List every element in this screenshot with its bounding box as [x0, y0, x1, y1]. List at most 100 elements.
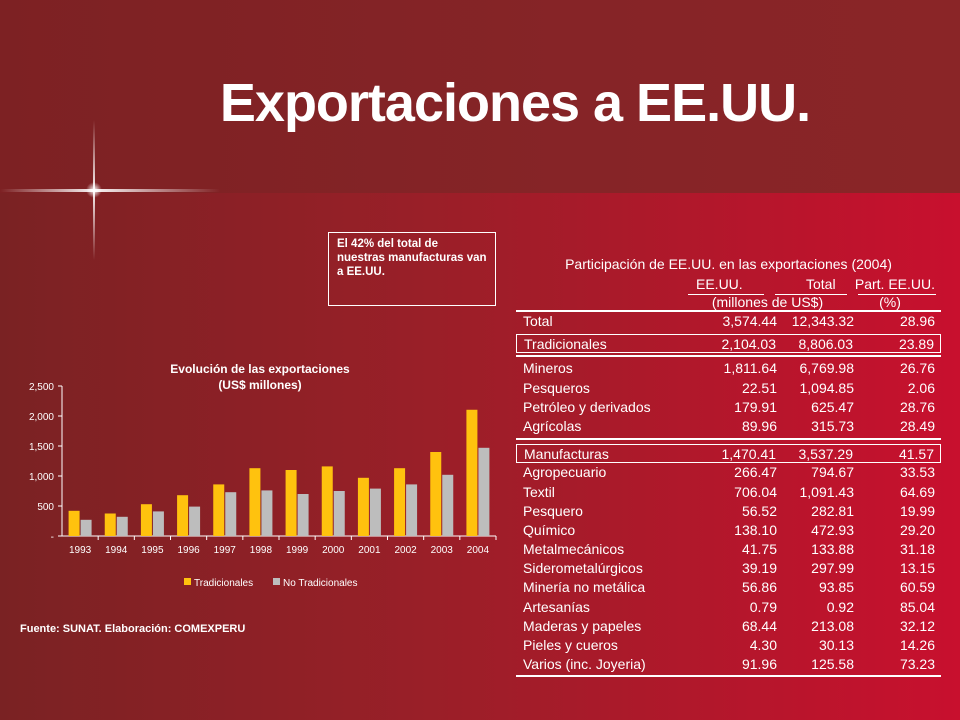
- x-tick-label: 2001: [358, 545, 381, 556]
- x-tick-label: 2003: [431, 545, 454, 556]
- row-label: Varios (inc. Joyeria): [523, 656, 646, 673]
- table-row: Tradicionales 2,104.03 8,806.03 23.89: [516, 334, 941, 354]
- row-value: 41.75: [741, 541, 777, 558]
- row-value: 8,806.03: [798, 336, 854, 353]
- x-tick-label: 2004: [467, 545, 490, 556]
- row-value: 68.44: [741, 617, 777, 634]
- table-bottom-rule: [516, 675, 941, 678]
- bar-tradicionales: [394, 468, 406, 536]
- subheader-pct: (%): [879, 294, 901, 310]
- bar-no-tradicionales: [406, 484, 418, 536]
- row-value: 93.85: [818, 579, 854, 596]
- row-label: Pesqueros: [523, 379, 590, 396]
- bar-no-tradicionales: [369, 488, 381, 536]
- row-value: 31.18: [899, 541, 935, 558]
- x-tick-label: 2002: [394, 545, 417, 556]
- row-value: 794.67: [811, 464, 854, 481]
- x-tick-label: 1996: [177, 545, 200, 556]
- bar-tradicionales: [104, 513, 116, 536]
- bar-no-tradicionales: [333, 491, 345, 536]
- row-value: 56.86: [741, 579, 777, 596]
- table-row: Químico 138.10 472.93 29.20: [516, 521, 941, 540]
- bar-tradicionales: [213, 484, 225, 536]
- bar-no-tradicionales: [189, 506, 201, 536]
- row-value: 625.47: [811, 398, 854, 415]
- row-value: 138.10: [734, 521, 777, 538]
- slide-title: Exportaciones a EE.UU.: [219, 73, 811, 133]
- bar-no-tradicionales: [297, 494, 309, 536]
- row-label: Manufacturas: [524, 446, 609, 463]
- row-value: 32.12: [899, 617, 935, 634]
- row-value: 297.99: [811, 560, 854, 577]
- row-value: 28.76: [899, 398, 935, 415]
- x-tick-label: 1999: [286, 545, 309, 556]
- bar-no-tradicionales: [116, 516, 128, 536]
- light-flare-center: [86, 182, 102, 198]
- table-title: Participación de EE.UU. en las exportaci…: [565, 256, 892, 272]
- row-value: 266.47: [734, 464, 777, 481]
- bar-no-tradicionales: [442, 474, 454, 536]
- row-value: 33.53: [899, 464, 935, 481]
- row-value: 28.96: [899, 313, 935, 329]
- row-value: 14.26: [899, 637, 935, 653]
- source-note: Fuente: SUNAT. Elaboración: COMEXPERU: [20, 623, 246, 635]
- bar-tradicionales: [140, 504, 152, 536]
- x-tick-label: 1995: [141, 545, 164, 556]
- row-value: 3,574.44: [722, 313, 778, 329]
- row-value: 64.69: [899, 483, 935, 500]
- bar-tradicionales: [466, 409, 478, 536]
- row-value: 1,811.64: [723, 360, 777, 377]
- row-value: 706.04: [734, 483, 777, 500]
- section-separator: [516, 438, 941, 441]
- y-tick-label: -: [51, 532, 54, 543]
- table-row: Artesanías 0.79 0.92 85.04: [516, 598, 941, 617]
- row-label: Mineros: [523, 360, 573, 377]
- y-tick-label: 1,000: [29, 472, 54, 483]
- chart-title: Evolución de las exportaciones: [170, 362, 350, 376]
- row-value: 2.06: [907, 379, 935, 396]
- bar-no-tradicionales: [225, 492, 237, 536]
- row-value: 179.91: [734, 398, 777, 415]
- row-value: 26.76: [899, 360, 935, 377]
- table-row: Mineros 1,811.64 6,769.98 26.76: [516, 359, 941, 378]
- table-row: Maderas y papeles 68.44 213.08 32.12: [516, 617, 941, 636]
- bar-tradicionales: [177, 495, 189, 536]
- row-value: 0.79: [749, 598, 777, 615]
- y-tick-label: 1,500: [29, 442, 54, 453]
- header-underline-2: [775, 294, 847, 295]
- bar-tradicionales: [68, 510, 80, 536]
- row-value: 41.57: [898, 446, 934, 463]
- x-tick-label: 1993: [69, 545, 92, 556]
- row-label: Minería no metálica: [523, 579, 646, 596]
- x-tick-label: 2000: [322, 545, 345, 556]
- y-tick-label: 2,500: [29, 382, 54, 393]
- row-label: Metalmecánicos: [523, 541, 625, 558]
- row-label: Tradicionales: [524, 336, 607, 353]
- row-value: 1,091.43: [799, 483, 855, 500]
- section-separator: [516, 355, 941, 358]
- subheader-units: (millones de US$): [711, 294, 824, 310]
- row-value: 22.51: [741, 379, 777, 396]
- row-value: 13.15: [899, 560, 935, 577]
- row-value: 6,769.98: [799, 360, 855, 377]
- row-value: 19.99: [899, 502, 935, 519]
- legend-label-no-tradicionales: No Tradicionales: [283, 578, 357, 589]
- table-row: Pesqueros 22.51 1,094.85 2.06: [516, 379, 941, 398]
- row-value: 3,537.29: [798, 446, 854, 463]
- bar-tradicionales: [357, 477, 369, 536]
- legend-swatch-no-tradicionales: [273, 578, 280, 585]
- row-value: 29.20: [899, 521, 935, 538]
- row-value: 28.49: [899, 417, 935, 434]
- callout-box: El 42% del total de nuestras manufactura…: [328, 232, 496, 306]
- row-value: 472.93: [811, 521, 854, 538]
- header-total: Total: [806, 276, 836, 292]
- table-row: Metalmecánicos 41.75 133.88 31.18: [516, 540, 941, 559]
- table-row: Agrícolas 89.96 315.73 28.49: [516, 417, 941, 436]
- row-label: Siderometalúrgicos: [523, 560, 643, 577]
- table-row: Agropecuario 266.47 794.67 33.53: [516, 463, 941, 482]
- table-row: Textil 706.04 1,091.43 64.69: [516, 483, 941, 502]
- light-flare-horizontal: [0, 189, 220, 192]
- row-value: 0.92: [826, 598, 854, 615]
- row-label: Petróleo y derivados: [523, 398, 651, 415]
- table-row: Minería no metálica 56.86 93.85 60.59: [516, 578, 941, 597]
